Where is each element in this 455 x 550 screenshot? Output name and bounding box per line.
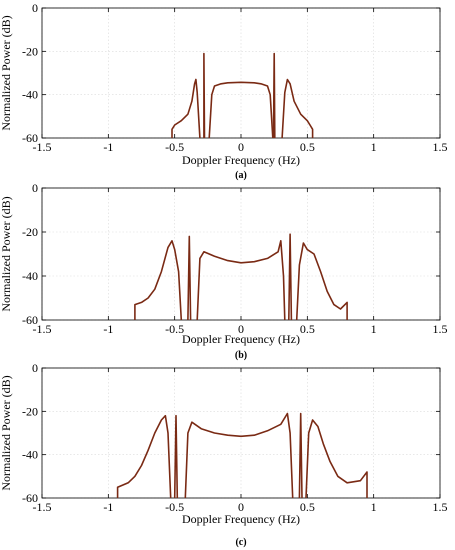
y-axis-label: Normalized Power (dB) (0, 375, 13, 490)
y-axis-label: Normalized Power (dB) (0, 15, 13, 130)
x-tick-label: 0 (238, 322, 244, 336)
x-tick-label: 1.5 (433, 140, 448, 154)
panel-label: (b) (235, 350, 247, 361)
spectrum-curve-segment (173, 414, 179, 499)
spectrum-curve-segment (196, 240, 286, 321)
x-tick-label: -1 (103, 140, 113, 154)
spectrum-curve-segment (171, 78, 201, 139)
x-tick-label: 0.5 (300, 500, 315, 514)
x-tick-label: -1.5 (33, 140, 52, 154)
x-axis-label: Doppler Frequency (Hz) (182, 512, 300, 526)
x-tick-label: -1.5 (33, 322, 52, 336)
x-tick-label: 0 (238, 140, 244, 154)
chart-panel: -1.5 -1 -0.5 0 0.5 1 1.5 0 -20 -40 -60 Doppler Freq… (0, 1, 448, 181)
y-tick-label: -20 (22, 225, 38, 239)
y-tick-label: -40 (22, 448, 38, 462)
spectrum-curve-segment (208, 81, 274, 139)
panel-label: (c) (235, 537, 246, 548)
x-tick-label: 1 (371, 140, 377, 154)
y-tick-label: 0 (32, 1, 38, 15)
spectrum-curve-segment (184, 412, 294, 499)
axes-frame (41, 7, 441, 139)
spectrum-curve-segment (298, 412, 303, 499)
y-tick-label: 0 (32, 361, 38, 375)
x-tick-label: -0.5 (165, 500, 184, 514)
x-tick-label: 1.5 (433, 500, 448, 514)
x-tick-label: -0.5 (165, 322, 184, 336)
spectrum-curve-segment (305, 419, 368, 499)
chart-panel: -1.5 -1 -0.5 0 0.5 1 1.5 0 -20 -40 -60 Doppler Freq… (0, 181, 448, 361)
x-tick-label: 1 (371, 500, 377, 514)
x-tick-label: -1 (103, 322, 113, 336)
y-tick-label: -20 (22, 404, 38, 418)
spectrum-curve-segment (203, 52, 206, 139)
x-tick-label: 1.5 (433, 322, 448, 336)
spectrum-curve-segment (116, 414, 172, 499)
spectrum-curve-segment (288, 233, 293, 321)
y-tick-label: -40 (22, 88, 38, 102)
x-tick-label: 0 (238, 500, 244, 514)
chart-panel: -1.5 -1 -0.5 0 0.5 1 1.5 0 -20 -40 -60 Doppler Freq… (0, 361, 448, 548)
x-axis-label: Doppler Frequency (Hz) (182, 332, 300, 346)
spectrum-curve-segment (272, 52, 276, 139)
y-axis-label: Normalized Power (dB) (0, 196, 13, 311)
spectrum-curve-segment (187, 235, 192, 321)
x-tick-label: 1 (371, 322, 377, 336)
axes-frame (41, 367, 441, 499)
x-tick-label: -1 (103, 500, 113, 514)
y-tick-label: -60 (22, 313, 38, 327)
x-tick-label: -0.5 (165, 140, 184, 154)
y-tick-label: -60 (22, 491, 38, 505)
panel-label: (a) (235, 170, 247, 181)
spectrum-curve-segment (281, 78, 314, 139)
y-tick-label: -40 (22, 269, 38, 283)
y-tick-label: -20 (22, 44, 38, 58)
spectrum-curve-segment (134, 240, 183, 321)
x-tick-label: -1.5 (33, 500, 52, 514)
x-tick-label: 0.5 (300, 322, 315, 336)
y-tick-label: -60 (22, 131, 38, 145)
y-tick-label: 0 (32, 181, 38, 195)
x-axis-label: Doppler Frequency (Hz) (182, 153, 300, 167)
spectrum-curve-segment (295, 242, 348, 321)
x-tick-label: 0.5 (300, 140, 315, 154)
